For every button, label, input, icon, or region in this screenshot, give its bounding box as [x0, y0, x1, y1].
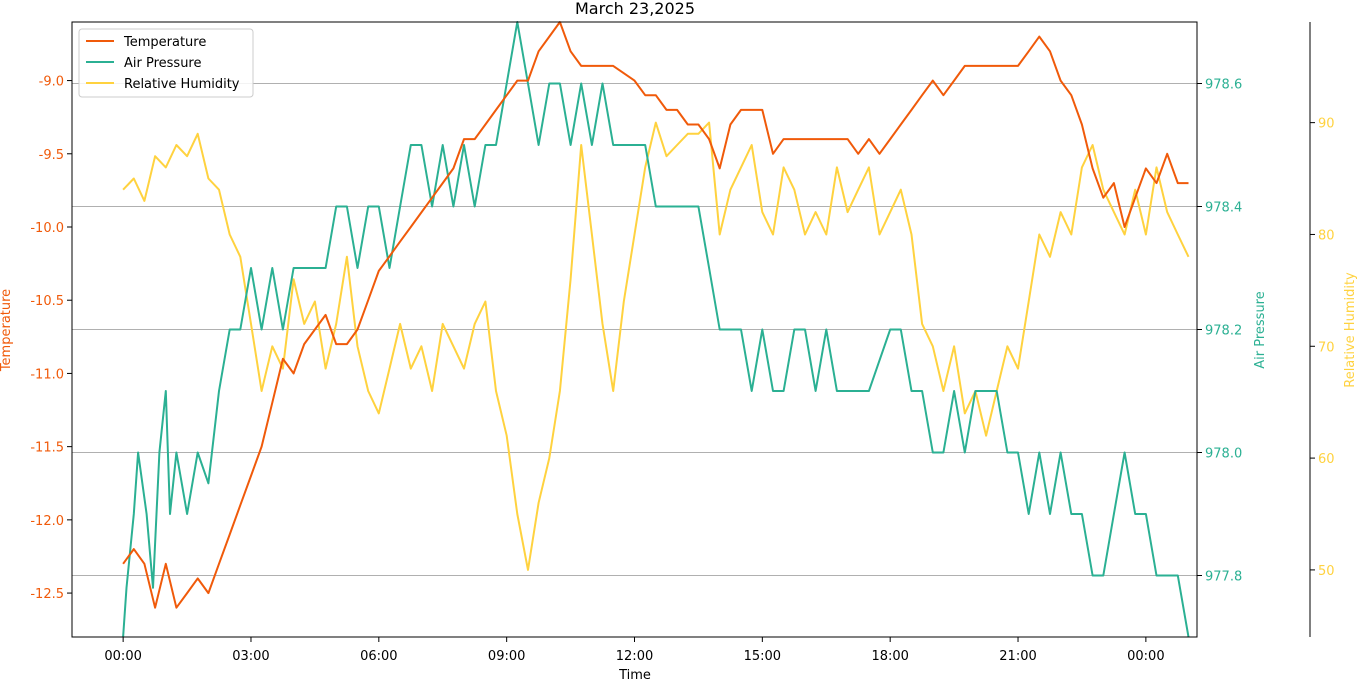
hum-tick-label-3: 80: [1318, 228, 1335, 243]
press-tick-label-4: 978.6: [1205, 78, 1242, 93]
temp-tick-label-3: -11.0: [30, 367, 64, 382]
x-tick-label-5: 15:00: [744, 649, 781, 664]
hum-tick-label-2: 70: [1318, 340, 1335, 355]
legend-label-temperature: Temperature: [123, 35, 206, 50]
legend-label-air-pressure: Air Pressure: [124, 56, 202, 71]
x-tick-label-0: 00:00: [104, 649, 141, 664]
x-tick-label-4: 12:00: [616, 649, 653, 664]
temp-tick-label-7: -9.0: [39, 75, 64, 90]
x-tick-label-8: 00:00: [1127, 649, 1164, 664]
temp-tick-label-2: -11.5: [30, 441, 64, 456]
hum-tick-label-0: 50: [1318, 564, 1335, 579]
hum-tick-label-4: 90: [1318, 117, 1335, 132]
x-tick-label-2: 06:00: [360, 649, 397, 664]
air-pressure-axis-label: Air Pressure: [1253, 291, 1268, 369]
hum-tick-label-1: 60: [1318, 452, 1335, 467]
series-line-air-pressure: [122, 21, 1190, 638]
x-tick-label-3: 09:00: [488, 649, 525, 664]
x-tick-label-1: 03:00: [232, 649, 269, 664]
temp-tick-label-4: -10.5: [30, 294, 64, 309]
humidity-axis-label: Relative Humidity: [1343, 272, 1357, 388]
x-tick-label-7: 21:00: [999, 649, 1036, 664]
press-tick-label-3: 978.4: [1205, 201, 1242, 216]
humidity-axis-ticks: 50 60 70 80 90: [1310, 117, 1335, 579]
x-tick-label-6: 18:00: [871, 649, 908, 664]
press-tick-label-0: 977.8: [1205, 570, 1242, 585]
temp-tick-label-1: -12.0: [30, 514, 64, 529]
legend: Temperature Air Pressure Relative Humidi…: [78, 28, 254, 98]
temperature-axis-ticks: -12.5 -12.0 -11.5 -11.0 -10.5 -10.0 -9.5 -9.0: [30, 75, 72, 602]
series-line-temperature: [122, 21, 1189, 609]
press-tick-label-2: 978.2: [1205, 324, 1242, 339]
chart-title: March 23,2025: [575, 0, 695, 18]
series-line-relative-humidity: [122, 121, 1190, 571]
x-axis-label: Time: [618, 668, 651, 682]
temperature-axis-label: Temperature: [0, 289, 14, 372]
temp-tick-label-0: -12.5: [30, 587, 64, 602]
temp-tick-label-6: -9.5: [39, 148, 64, 163]
legend-label-humidity: Relative Humidity: [124, 77, 240, 92]
series-layer: [122, 21, 1190, 638]
air-pressure-axis-ticks: 977.8 978.0 978.2 978.4 978.6: [1197, 78, 1242, 585]
temp-tick-label-5: -10.0: [30, 221, 64, 236]
legend-box: [78, 28, 254, 98]
x-axis-ticks: 00:00 03:00 06:00 09:00 12:00 15:00 18:00 21:00…: [104, 637, 1165, 664]
press-tick-label-1: 978.0: [1205, 447, 1242, 462]
